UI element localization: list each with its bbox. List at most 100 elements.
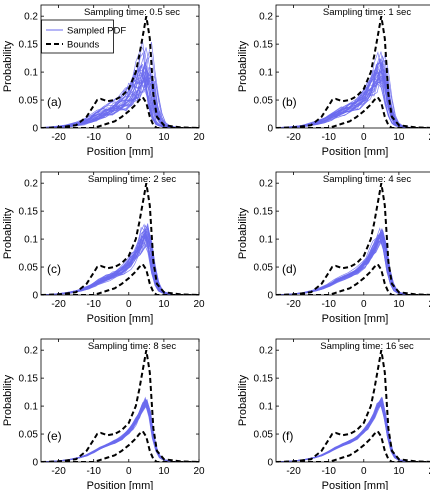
panel-letter-label: (f) xyxy=(282,429,293,443)
x-tick-label: 0 xyxy=(361,132,367,143)
x-tick-label: -10 xyxy=(86,466,101,477)
upper-bound-line xyxy=(276,183,430,295)
sampled-pdf-line xyxy=(42,235,199,295)
sampled-pdf-line xyxy=(41,41,196,128)
x-axis-label: Position [mm] xyxy=(322,313,389,325)
upper-bound-line xyxy=(41,350,199,462)
y-axis-label: Probability xyxy=(2,40,14,92)
y-tick-label: 0.1 xyxy=(259,235,273,246)
y-tick-label: 0 xyxy=(32,124,38,135)
sampled-pdf-line xyxy=(276,396,430,462)
sampled-pdf-line xyxy=(276,237,430,295)
y-tick-label: 0.05 xyxy=(19,96,39,107)
x-tick-label: 10 xyxy=(158,299,170,310)
y-tick-label: 0.05 xyxy=(19,430,39,441)
sampled-pdf-line xyxy=(276,231,430,295)
y-tick-label: 0.15 xyxy=(254,40,274,51)
x-axis-label: Position [mm] xyxy=(87,146,154,158)
legend-sampled-label: Sampled PDF xyxy=(67,26,126,37)
sampled-pdf-line xyxy=(41,398,199,462)
x-tick-label: 20 xyxy=(193,299,205,310)
y-tick-label: 0.1 xyxy=(24,235,38,246)
sampled-pdf-line xyxy=(277,237,430,295)
panel-1: -20 -10 0 10 20 0 0.05 0.1 0.15 0.2 Position [mm] P… xyxy=(237,4,430,158)
sampled-pdf-line xyxy=(276,404,430,462)
sampled-pdf-line xyxy=(41,229,198,295)
x-tick-label: 10 xyxy=(393,132,405,143)
sampled-pdf-line xyxy=(41,45,198,128)
sampled-pdf-line xyxy=(41,401,199,462)
x-axis-label: Position [mm] xyxy=(322,480,389,490)
sampled-pdf-line xyxy=(41,401,199,462)
x-tick-label: 20 xyxy=(428,132,430,143)
sampled-pdf-line xyxy=(276,397,430,462)
y-tick-label: 0.2 xyxy=(259,179,273,190)
sampled-pdf-line xyxy=(42,230,199,295)
y-tick-label: 0.15 xyxy=(19,374,39,385)
sampled-pdf-line xyxy=(41,406,199,462)
plot-area xyxy=(276,183,430,295)
x-axis-label: Position [mm] xyxy=(87,313,154,325)
x-tick-label: 10 xyxy=(158,132,170,143)
y-tick-label: 0.2 xyxy=(259,12,273,23)
sampled-pdf-line xyxy=(277,229,430,295)
x-tick-label: -20 xyxy=(51,132,66,143)
sampled-pdf-line xyxy=(276,227,430,295)
sampled-pdf-line xyxy=(277,230,430,295)
y-tick-label: 0 xyxy=(267,291,273,302)
y-tick-label: 0.05 xyxy=(254,430,274,441)
x-tick-label: 0 xyxy=(126,299,132,310)
sampled-pdf-line xyxy=(276,51,430,128)
x-tick-label: 0 xyxy=(361,299,367,310)
sampled-pdf-line xyxy=(276,62,430,128)
panel-title: Sampling time: 4 sec xyxy=(323,174,411,185)
lower-bound-line xyxy=(276,95,430,128)
sampled-pdf-line xyxy=(41,404,199,462)
y-axis-label: Probability xyxy=(2,207,14,259)
lower-bound-line xyxy=(41,429,199,462)
sampled-pdf-line xyxy=(41,233,199,295)
sampled-pdf-line xyxy=(41,401,199,462)
sampled-pdf-line xyxy=(276,60,430,128)
axes-box xyxy=(40,171,200,296)
sampled-pdf-line xyxy=(276,227,430,295)
legend-box xyxy=(41,19,114,54)
y-tick-label: 0.2 xyxy=(259,346,273,357)
sampled-pdf-line xyxy=(276,238,430,295)
sampled-pdf-line xyxy=(276,55,430,128)
sampled-pdf-line xyxy=(41,236,199,295)
sampled-pdf-line xyxy=(41,224,199,295)
y-tick-label: 0 xyxy=(32,291,38,302)
upper-bound-line xyxy=(276,16,430,128)
sampled-pdf-line xyxy=(41,223,197,295)
sampled-pdf-line xyxy=(41,403,199,462)
sampled-pdf-line xyxy=(276,397,430,462)
panel-4: -20 -10 0 10 20 0 0.05 0.1 0.15 0.2 Position [mm] P… xyxy=(2,338,205,490)
y-tick-label: 0.05 xyxy=(254,96,274,107)
x-tick-label: -20 xyxy=(286,299,301,310)
y-tick-label: 0.1 xyxy=(24,68,38,79)
sampled-pdf-line xyxy=(276,404,430,462)
sampled-pdf-line xyxy=(41,399,199,462)
panel-letter-label: (e) xyxy=(47,429,62,443)
sampled-pdf-line xyxy=(276,63,430,128)
axes-box xyxy=(275,338,430,463)
plot-area xyxy=(41,183,199,295)
sampled-pdf-line xyxy=(46,41,199,128)
sampled-pdf-line xyxy=(43,228,199,295)
x-tick-label: 20 xyxy=(193,132,205,143)
x-axis-label: Position [mm] xyxy=(87,480,154,490)
y-tick-label: 0 xyxy=(32,458,38,469)
plot-area xyxy=(276,350,430,462)
x-tick-label: -20 xyxy=(286,466,301,477)
x-tick-label: 10 xyxy=(393,299,405,310)
y-tick-label: 0.2 xyxy=(24,346,38,357)
sampled-pdf-line xyxy=(41,226,198,295)
sampled-pdf-line xyxy=(41,403,199,462)
upper-bound-line xyxy=(276,350,430,462)
sampled-pdf-line xyxy=(276,238,430,295)
x-tick-label: 20 xyxy=(428,466,430,477)
sampled-pdf-line xyxy=(276,72,430,128)
sampled-pdf-line xyxy=(41,402,199,462)
y-tick-label: 0 xyxy=(267,124,273,135)
